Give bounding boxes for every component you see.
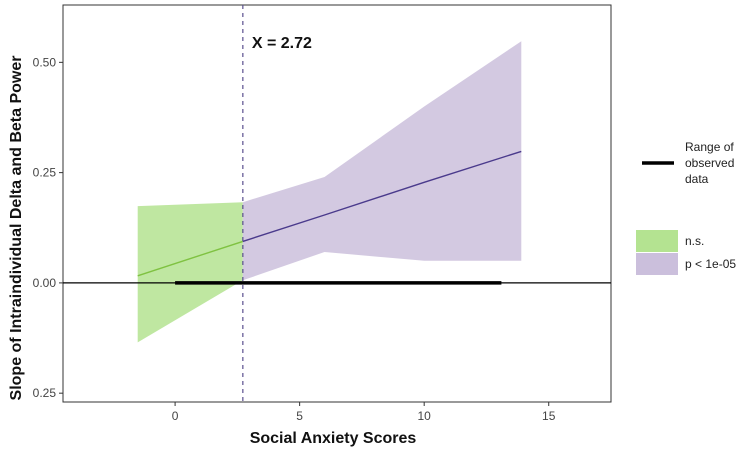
y-axis-ticks: 0.25 0.00 0.25 0.50 bbox=[33, 55, 63, 400]
x-axis-ticks: 0 5 10 15 bbox=[172, 402, 556, 423]
y-tick-label-0: 0.25 bbox=[33, 386, 57, 400]
x-axis-title: Social Anxiety Scores bbox=[250, 430, 417, 447]
legend-range-line-3: data bbox=[685, 172, 709, 186]
y-tick-label-2: 0.25 bbox=[33, 166, 57, 180]
confidence-bands bbox=[137, 41, 522, 343]
y-tick-label-1: 0.00 bbox=[33, 276, 57, 290]
x-tick-label-2: 10 bbox=[418, 409, 432, 423]
fit-line-0 bbox=[137, 240, 244, 277]
ci-band-1 bbox=[242, 41, 522, 281]
ci-band-0 bbox=[137, 202, 243, 343]
x-tick-label-3: 15 bbox=[542, 409, 556, 423]
x-tick-label-0: 0 bbox=[172, 409, 179, 423]
legend-sig-label: p < 1e-05 bbox=[685, 257, 736, 271]
legend-range-line-2: observed bbox=[685, 156, 734, 170]
x-tick-label-1: 5 bbox=[296, 409, 303, 423]
y-tick-label-3: 0.50 bbox=[33, 55, 57, 69]
johnson-neyman-label: X = 2.72 bbox=[252, 35, 312, 52]
legend-sig-swatch bbox=[636, 253, 678, 275]
legend-range-label: Range of observed data bbox=[685, 140, 738, 186]
legend-ns-label: n.s. bbox=[685, 234, 704, 248]
legend: Range of observed data n.s. p < 1e-05 bbox=[636, 140, 738, 275]
legend-range-line-1: Range of bbox=[685, 140, 734, 154]
fit-lines bbox=[137, 150, 522, 277]
legend-ns-swatch bbox=[636, 230, 678, 252]
y-axis-title: Slope of Intraindividual Delta and Beta … bbox=[8, 56, 25, 401]
fit-line-1 bbox=[242, 150, 522, 243]
